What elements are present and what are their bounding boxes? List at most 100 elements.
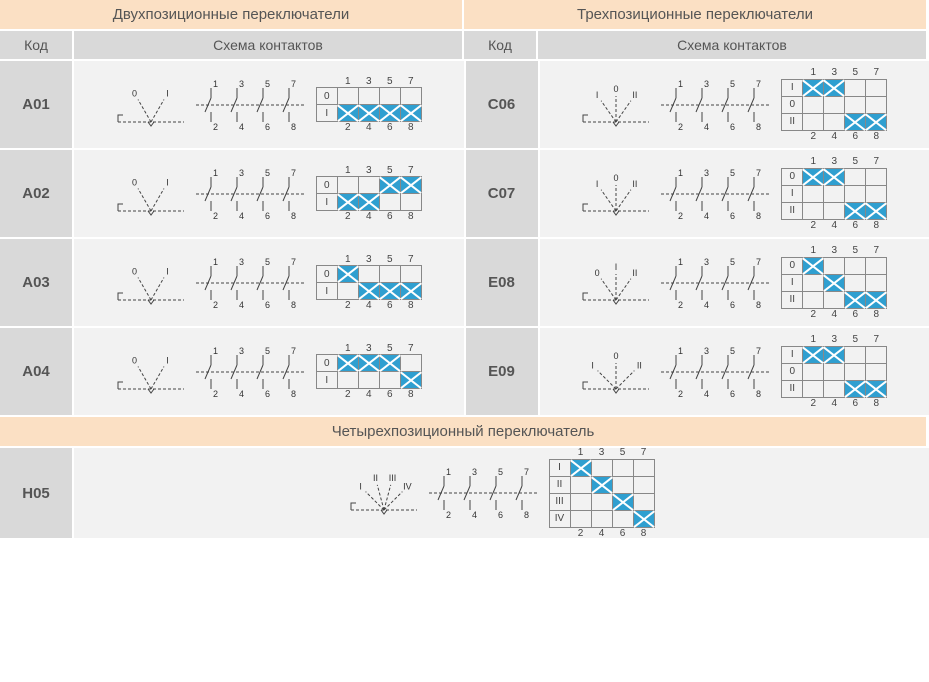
schema-cell: 0I 12345678 13570I2468: [74, 239, 464, 326]
code-cell: E08: [466, 239, 538, 326]
svg-text:1: 1: [213, 168, 218, 178]
svg-text:1: 1: [678, 257, 683, 267]
svg-text:2: 2: [678, 122, 683, 132]
svg-text:0: 0: [132, 88, 137, 98]
rotary-symbol: 0III: [581, 256, 651, 310]
code-cell: H05: [0, 448, 72, 538]
svg-text:0: 0: [132, 177, 137, 187]
switch-table: Двухпозиционные переключатели Трехпозици…: [0, 0, 929, 538]
svg-text:I: I: [592, 360, 595, 370]
svg-text:3: 3: [472, 467, 477, 477]
svg-text:7: 7: [291, 168, 296, 178]
svg-text:5: 5: [265, 168, 270, 178]
svg-text:8: 8: [756, 122, 761, 132]
svg-text:7: 7: [756, 257, 761, 267]
schema-cell: IIIIIIIV 12345678 1357IIIIIIIV2468: [74, 448, 929, 538]
col-header-schema: Схема контактов: [538, 31, 926, 59]
svg-text:3: 3: [239, 79, 244, 89]
svg-text:2: 2: [678, 389, 683, 399]
contact-matrix: 1357I0II2468: [781, 334, 887, 409]
code-cell: E09: [466, 328, 538, 415]
svg-text:8: 8: [756, 211, 761, 221]
svg-text:2: 2: [213, 300, 218, 310]
rotary-symbol: I0II: [581, 345, 651, 399]
svg-text:4: 4: [704, 300, 709, 310]
svg-text:4: 4: [239, 300, 244, 310]
contact-bank: 12345678: [661, 78, 771, 132]
svg-text:6: 6: [730, 389, 735, 399]
svg-text:4: 4: [239, 211, 244, 221]
schema-cell: 0I 12345678 13570I2468: [74, 61, 464, 148]
svg-text:II: II: [633, 178, 638, 188]
schema-cell: 0I 12345678 13570I2468: [74, 328, 464, 415]
code-cell: C07: [466, 150, 538, 237]
contact-bank: 12345678: [196, 78, 306, 132]
code-cell: A01: [0, 61, 72, 148]
svg-text:7: 7: [291, 346, 296, 356]
svg-text:I: I: [166, 177, 169, 187]
svg-text:7: 7: [291, 79, 296, 89]
schema-cell: 0III 12345678 13570III2468: [540, 239, 929, 326]
svg-text:3: 3: [239, 257, 244, 267]
svg-text:4: 4: [704, 122, 709, 132]
svg-text:I: I: [596, 178, 599, 188]
svg-text:5: 5: [730, 79, 735, 89]
schema-cell: I0II 12345678 1357I0II2468: [540, 61, 929, 148]
svg-text:6: 6: [730, 122, 735, 132]
svg-text:5: 5: [265, 79, 270, 89]
contact-matrix: 13570III2468: [781, 245, 887, 320]
svg-text:IV: IV: [403, 482, 412, 492]
contact-bank: 12345678: [661, 345, 771, 399]
svg-text:0: 0: [132, 266, 137, 276]
rotary-symbol: 0I: [116, 167, 186, 221]
svg-text:I: I: [166, 88, 169, 98]
svg-text:1: 1: [678, 346, 683, 356]
svg-text:II: II: [633, 89, 638, 99]
svg-text:1: 1: [213, 79, 218, 89]
svg-text:I: I: [359, 482, 362, 492]
svg-text:4: 4: [704, 389, 709, 399]
contact-bank: 12345678: [661, 167, 771, 221]
col-header-schema: Схема контактов: [74, 31, 462, 59]
svg-text:6: 6: [730, 300, 735, 310]
svg-text:3: 3: [239, 346, 244, 356]
svg-text:4: 4: [472, 510, 477, 520]
svg-text:7: 7: [756, 79, 761, 89]
schema-cell: I0II 12345678 13570III2468: [540, 150, 929, 237]
svg-text:0: 0: [132, 355, 137, 365]
svg-text:6: 6: [498, 510, 503, 520]
svg-text:2: 2: [213, 122, 218, 132]
col-header-code: Код: [0, 31, 72, 59]
svg-text:0: 0: [614, 173, 619, 183]
schema-cell: I0II 12345678 1357I0II2468: [540, 328, 929, 415]
schema-cell: 0I 12345678 13570I2468: [74, 150, 464, 237]
svg-text:3: 3: [704, 79, 709, 89]
rotary-symbol: 0I: [116, 78, 186, 132]
section-header-four-pos: Четырехпозиционный переключатель: [0, 417, 926, 446]
svg-text:3: 3: [704, 257, 709, 267]
contact-matrix: 13570I2468: [316, 343, 422, 401]
svg-text:4: 4: [239, 389, 244, 399]
svg-text:1: 1: [213, 346, 218, 356]
svg-text:1: 1: [213, 257, 218, 267]
svg-text:2: 2: [213, 211, 218, 221]
svg-text:4: 4: [239, 122, 244, 132]
contact-bank: 12345678: [196, 256, 306, 310]
svg-text:2: 2: [213, 389, 218, 399]
svg-text:8: 8: [291, 300, 296, 310]
svg-text:I: I: [166, 266, 169, 276]
svg-text:5: 5: [730, 168, 735, 178]
svg-text:8: 8: [756, 300, 761, 310]
svg-text:6: 6: [730, 211, 735, 221]
svg-text:0: 0: [614, 84, 619, 94]
svg-text:4: 4: [704, 211, 709, 221]
svg-text:1: 1: [678, 168, 683, 178]
contact-bank: 12345678: [196, 345, 306, 399]
svg-text:7: 7: [291, 257, 296, 267]
svg-text:0: 0: [595, 267, 600, 277]
rotary-symbol: I 0 II: [581, 167, 651, 221]
svg-text:2: 2: [446, 510, 451, 520]
svg-text:8: 8: [291, 389, 296, 399]
svg-text:7: 7: [524, 467, 529, 477]
contact-matrix: 13570I2468: [316, 254, 422, 312]
